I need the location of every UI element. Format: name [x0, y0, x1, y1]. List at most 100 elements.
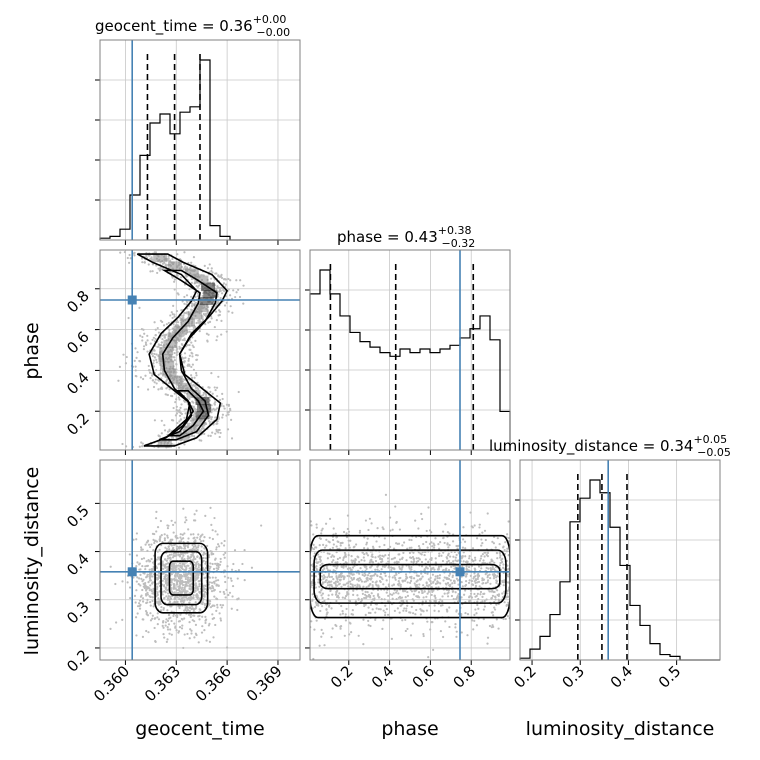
sample-point — [202, 590, 205, 593]
sample-point — [204, 514, 207, 517]
sample-point — [347, 544, 351, 547]
sample-point — [505, 603, 508, 607]
sample-point — [162, 584, 166, 587]
sample-point — [434, 537, 437, 540]
sample-point — [166, 598, 169, 601]
density-cell — [184, 268, 199, 277]
sample-point — [323, 644, 326, 647]
sample-point — [197, 292, 200, 295]
sample-point — [387, 553, 390, 557]
sample-point — [335, 590, 338, 594]
sample-point — [151, 352, 154, 355]
sample-point — [176, 347, 179, 351]
sample-point — [219, 617, 222, 620]
sample-point — [204, 312, 207, 316]
sample-point — [178, 606, 181, 610]
sample-point — [421, 551, 424, 554]
sample-point — [350, 631, 353, 634]
title-phase: phase = 0.43+0.38 −0.32 — [337, 224, 475, 250]
sample-point — [490, 590, 493, 593]
sample-point — [473, 524, 476, 527]
sample-point — [163, 597, 166, 600]
sample-point — [199, 321, 203, 324]
sample-point — [211, 537, 214, 541]
sample-point — [311, 598, 314, 601]
sample-point — [182, 646, 185, 650]
sample-point — [203, 587, 206, 590]
sample-point — [393, 589, 396, 592]
sample-point — [489, 577, 492, 580]
sample-point — [387, 583, 390, 586]
sample-point — [405, 607, 408, 610]
sample-point — [209, 606, 212, 609]
hist-bin-luminosity-distance — [630, 605, 640, 660]
sample-point — [397, 542, 401, 545]
sample-point — [340, 604, 343, 608]
contour-level-3 — [319, 563, 501, 590]
sample-point — [146, 573, 149, 576]
sample-point — [186, 632, 189, 636]
sample-point — [209, 277, 213, 280]
sample-point — [317, 578, 320, 581]
sample-point — [369, 596, 372, 599]
sample-point — [197, 533, 200, 536]
sample-point — [213, 582, 216, 585]
sample-point — [310, 582, 313, 585]
sample-point — [190, 629, 193, 632]
sample-point — [338, 556, 342, 559]
sample-point — [331, 538, 335, 542]
sample-point — [173, 280, 176, 283]
sample-point — [365, 596, 368, 599]
sample-point — [126, 256, 129, 260]
sample-point — [356, 594, 359, 597]
sample-point — [213, 403, 216, 406]
sample-point — [109, 565, 112, 568]
sample-point — [135, 554, 139, 557]
sample-point — [387, 560, 390, 563]
sample-point — [166, 597, 170, 600]
sample-point — [454, 626, 457, 629]
sample-point — [428, 604, 431, 607]
sample-point — [204, 393, 208, 396]
sample-point — [118, 365, 121, 368]
sample-point — [141, 564, 144, 568]
sample-point — [175, 554, 178, 557]
sample-point — [485, 598, 488, 601]
sample-point — [361, 551, 364, 554]
sample-point — [346, 582, 350, 585]
sample-point — [179, 546, 182, 549]
sample-point — [204, 621, 207, 625]
sample-point — [354, 558, 357, 561]
sample-point — [384, 613, 387, 617]
density-cell — [203, 289, 218, 298]
sample-point — [170, 553, 173, 556]
sample-point — [178, 586, 182, 589]
sample-point — [198, 330, 201, 333]
sample-point — [491, 594, 495, 598]
sample-point — [234, 295, 237, 299]
sample-point — [157, 434, 160, 437]
sample-point — [178, 547, 181, 550]
sample-point — [147, 581, 150, 584]
sample-point — [392, 547, 396, 550]
sample-point — [210, 552, 213, 555]
sample-point — [330, 575, 334, 578]
sample-point — [474, 608, 477, 611]
sample-point — [189, 573, 192, 576]
sample-point — [184, 356, 187, 359]
sample-point — [198, 618, 201, 621]
sample-point — [220, 319, 223, 322]
sample-point — [125, 355, 128, 359]
sample-point — [170, 605, 173, 608]
sample-point — [381, 565, 385, 568]
sample-point — [212, 636, 215, 639]
sample-point — [358, 585, 362, 589]
sample-point — [439, 604, 443, 607]
sample-point — [166, 568, 169, 571]
sample-point — [427, 590, 430, 593]
sample-point — [335, 567, 338, 570]
sample-point — [455, 630, 458, 633]
sample-point — [181, 533, 184, 536]
sample-point — [175, 353, 178, 357]
sample-point — [227, 413, 230, 416]
